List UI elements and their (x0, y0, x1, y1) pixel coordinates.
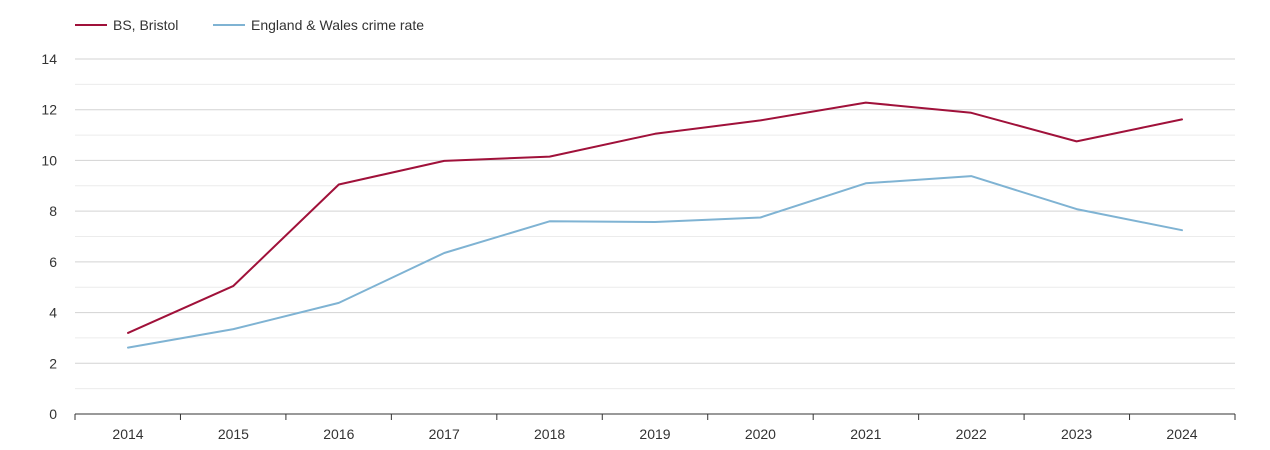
y-tick-label: 14 (41, 51, 57, 67)
x-tick-label: 2018 (534, 426, 565, 442)
series-layer (127, 101, 1183, 349)
y-tick-label: 10 (41, 152, 57, 168)
legend-item-bristol: BS, Bristol (75, 17, 178, 33)
y-tick-label: 2 (49, 355, 57, 371)
x-tick-label: 2020 (745, 426, 776, 442)
gridlines (75, 58, 1235, 390)
legend-item-england-wales: England & Wales crime rate (213, 17, 424, 33)
legend-label-england-wales: England & Wales crime rate (251, 17, 424, 33)
x-tick-label: 2022 (956, 426, 987, 442)
x-tick-label: 2017 (429, 426, 460, 442)
series-line-england-wales-crime-rate (127, 175, 1183, 349)
x-tick-label: 2023 (1061, 426, 1092, 442)
x-tick-label: 2015 (218, 426, 249, 442)
x-tick-label: 2021 (850, 426, 881, 442)
y-tick-label: 4 (49, 305, 57, 321)
x-tick-label: 2016 (323, 426, 354, 442)
x-axis: 2014 2015 2016 2017 2018 2019 2020 2021 2022 2023… (74, 413, 1236, 442)
chart-legend: BS, Bristol England & Wales crime rate (75, 17, 424, 33)
legend-label-bristol: BS, Bristol (113, 17, 178, 33)
y-tick-label: 8 (49, 203, 57, 219)
y-tick-label: 12 (41, 102, 57, 118)
y-axis: 0 2 4 6 8 10 12 14 (41, 51, 57, 422)
y-tick-label: 0 (49, 406, 57, 422)
x-tick-label: 2014 (112, 426, 143, 442)
x-tick-label: 2024 (1166, 426, 1197, 442)
x-tick-label: 2019 (639, 426, 670, 442)
y-tick-label: 6 (49, 254, 57, 270)
series-line-bs-bristol (127, 101, 1183, 334)
